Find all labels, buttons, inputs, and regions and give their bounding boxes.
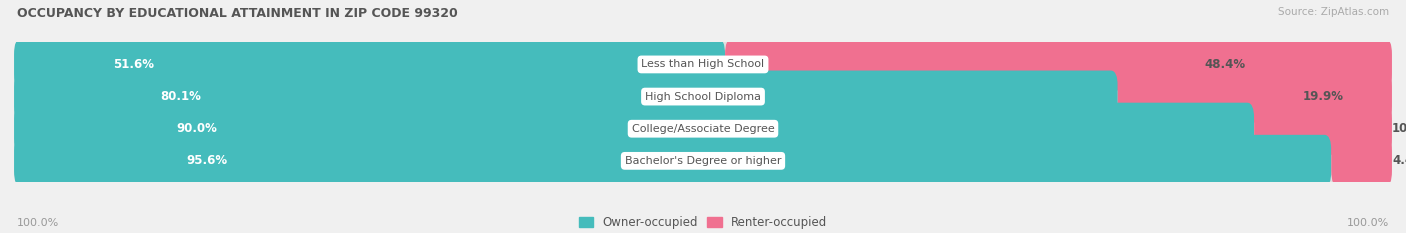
FancyBboxPatch shape bbox=[14, 103, 1392, 155]
FancyBboxPatch shape bbox=[14, 38, 725, 90]
FancyBboxPatch shape bbox=[14, 135, 1392, 187]
Text: 51.6%: 51.6% bbox=[112, 58, 155, 71]
Text: High School Diploma: High School Diploma bbox=[645, 92, 761, 102]
FancyBboxPatch shape bbox=[725, 38, 1392, 90]
FancyBboxPatch shape bbox=[14, 71, 1392, 123]
Text: 10.0%: 10.0% bbox=[1392, 122, 1406, 135]
Text: 80.1%: 80.1% bbox=[160, 90, 201, 103]
Text: Bachelor's Degree or higher: Bachelor's Degree or higher bbox=[624, 156, 782, 166]
Text: Less than High School: Less than High School bbox=[641, 59, 765, 69]
FancyBboxPatch shape bbox=[14, 82, 1392, 111]
Legend: Owner-occupied, Renter-occupied: Owner-occupied, Renter-occupied bbox=[579, 216, 827, 229]
Text: 100.0%: 100.0% bbox=[1347, 218, 1389, 228]
FancyBboxPatch shape bbox=[1118, 71, 1392, 123]
FancyBboxPatch shape bbox=[14, 135, 1331, 187]
Text: 95.6%: 95.6% bbox=[186, 154, 226, 167]
FancyBboxPatch shape bbox=[14, 115, 1392, 143]
Text: 48.4%: 48.4% bbox=[1205, 58, 1246, 71]
FancyBboxPatch shape bbox=[14, 50, 1392, 79]
FancyBboxPatch shape bbox=[14, 38, 1392, 90]
Text: OCCUPANCY BY EDUCATIONAL ATTAINMENT IN ZIP CODE 99320: OCCUPANCY BY EDUCATIONAL ATTAINMENT IN Z… bbox=[17, 7, 457, 20]
Text: Source: ZipAtlas.com: Source: ZipAtlas.com bbox=[1278, 7, 1389, 17]
FancyBboxPatch shape bbox=[1331, 135, 1392, 187]
FancyBboxPatch shape bbox=[14, 71, 1118, 123]
Text: 90.0%: 90.0% bbox=[177, 122, 218, 135]
FancyBboxPatch shape bbox=[1254, 103, 1392, 155]
FancyBboxPatch shape bbox=[14, 147, 1392, 175]
FancyBboxPatch shape bbox=[14, 103, 1254, 155]
Text: 4.4%: 4.4% bbox=[1392, 154, 1406, 167]
Text: College/Associate Degree: College/Associate Degree bbox=[631, 124, 775, 134]
Text: 100.0%: 100.0% bbox=[17, 218, 59, 228]
Text: 19.9%: 19.9% bbox=[1303, 90, 1344, 103]
